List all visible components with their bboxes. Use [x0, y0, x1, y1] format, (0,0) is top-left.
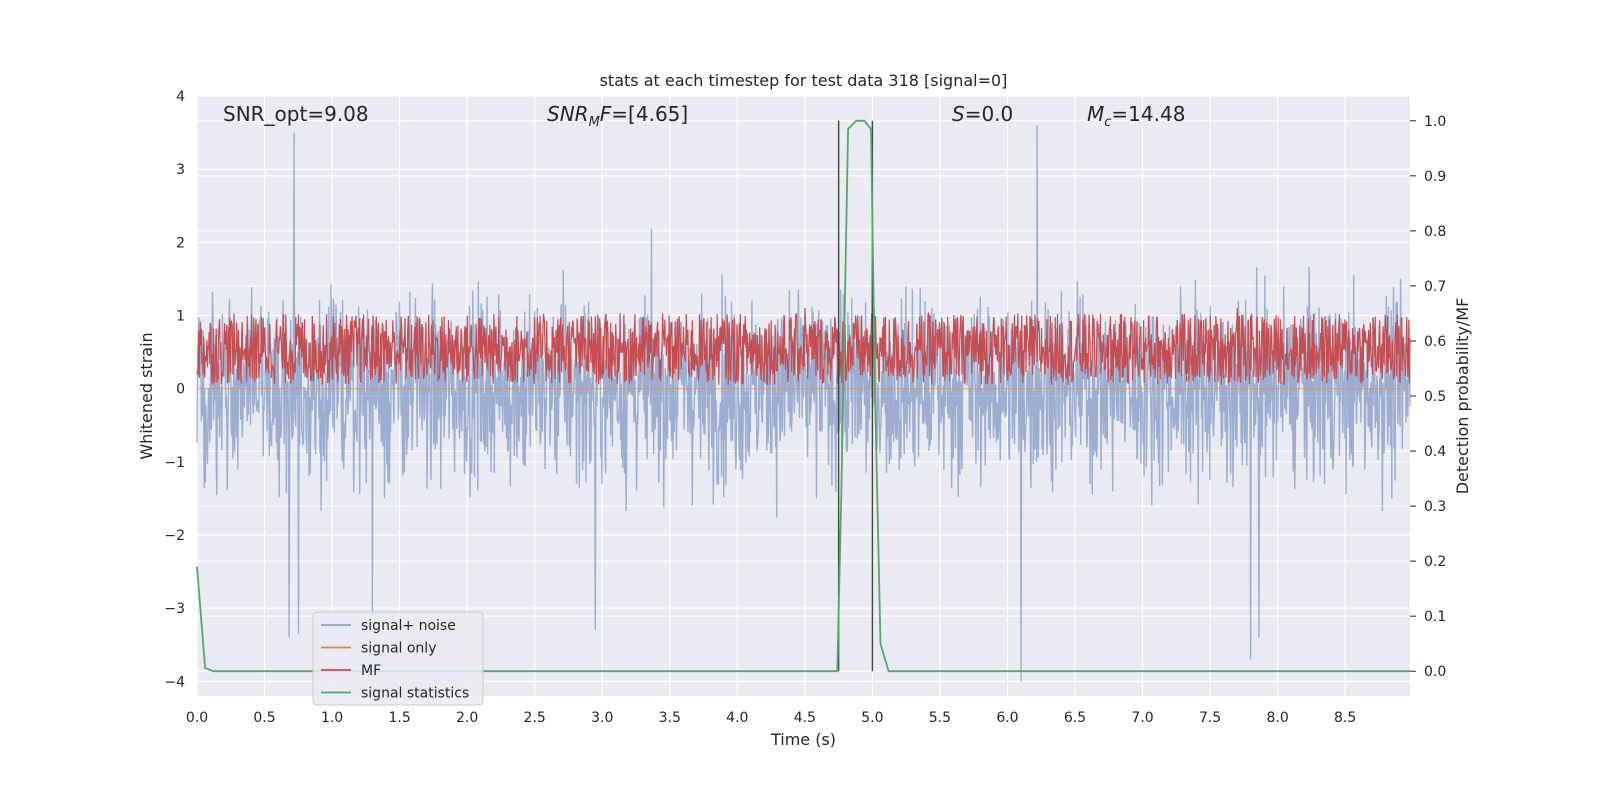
y-tick-label-left: 0: [176, 382, 185, 398]
x-tick-label: 8.5: [1334, 710, 1356, 726]
x-tick-label: 4.0: [726, 710, 748, 726]
y-axis-label-right: Detection probability/MF: [1453, 298, 1472, 495]
series-line-signal-statistics: [196, 119, 1410, 673]
y-tick-label-right: 0.0: [1424, 664, 1446, 680]
legend-label: signal only: [361, 641, 436, 657]
y-tick-label-right: 0.2: [1424, 554, 1446, 570]
y-tick-label-right: 0.4: [1424, 444, 1446, 460]
x-tick-label: 7.5: [1199, 710, 1221, 726]
y-tick-label-right: 0.3: [1424, 499, 1446, 515]
legend-label: signal statistics: [361, 686, 469, 702]
x-tick-label: 1.5: [388, 710, 410, 726]
y-tick-label-right: 0.9: [1424, 169, 1446, 185]
y-tick-label-left: 2: [176, 235, 185, 251]
x-tick-label: 3.0: [591, 710, 613, 726]
x-tick-label: 6.5: [1064, 710, 1086, 726]
annotation-mc: Mc=14.48: [1087, 102, 1185, 130]
legend-label: signal+ noise: [361, 618, 456, 634]
x-tick-label: 2.0: [456, 710, 478, 726]
y-tick-label-left: −4: [164, 674, 185, 690]
legend: signal+ noise signal only MF signal statist…: [312, 611, 484, 706]
y-tick-label-right: 0.6: [1424, 334, 1446, 350]
tick-labels: 0.0 0.5 1.0 1.5 2.0 2.5 3.0 3.5 4.0 4.5 5.0 5.5 6.0 6…: [164, 89, 1446, 726]
y-tick-label-left: 3: [176, 162, 185, 178]
y-tick-label-right: 0.7: [1424, 279, 1446, 295]
annotation-s: S=0.0: [952, 102, 1013, 126]
x-tick-label: 6.0: [996, 710, 1018, 726]
y-tick-label-left: 1: [176, 309, 185, 325]
y-tick-label-left: 4: [176, 89, 185, 105]
y-tick-label-right: 0.1: [1424, 609, 1446, 625]
x-tick-label: 2.5: [524, 710, 546, 726]
chart-title: stats at each timestep for test data 318…: [600, 71, 1008, 90]
x-tick-label: 0.0: [186, 710, 208, 726]
x-tick-label: 3.5: [659, 710, 681, 726]
y-axis-label-left: Whitened strain: [137, 332, 156, 459]
series-mf: [196, 307, 1411, 386]
y-tick-label-right: 0.5: [1424, 389, 1446, 405]
x-tick-label: 1.0: [321, 710, 343, 726]
y-tick-label-left: −2: [164, 528, 185, 544]
y-tick-label-left: −3: [164, 601, 185, 617]
x-tick-label: 5.0: [861, 710, 883, 726]
legend-box: [312, 611, 484, 706]
x-tick-label: 5.5: [929, 710, 951, 726]
x-tick-label: 4.5: [794, 710, 816, 726]
y-tick-label-right: 0.8: [1424, 224, 1446, 240]
y-tick-label-left: −1: [164, 455, 185, 471]
x-axis-label: Time (s): [770, 730, 836, 749]
x-tick-label: 7.0: [1131, 710, 1153, 726]
legend-label: MF: [361, 663, 381, 679]
y-tick-label-right: 1.0: [1424, 114, 1446, 130]
x-tick-label: 8.0: [1266, 710, 1288, 726]
annotation-snr-opt: SNR_opt=9.08: [223, 102, 369, 126]
annotation-snr-mf: SNRMF=[4.65]: [547, 102, 688, 130]
series-line-mf: [196, 307, 1411, 386]
series-signal-statistics: [196, 119, 1410, 673]
x-tick-label: 0.5: [253, 710, 275, 726]
